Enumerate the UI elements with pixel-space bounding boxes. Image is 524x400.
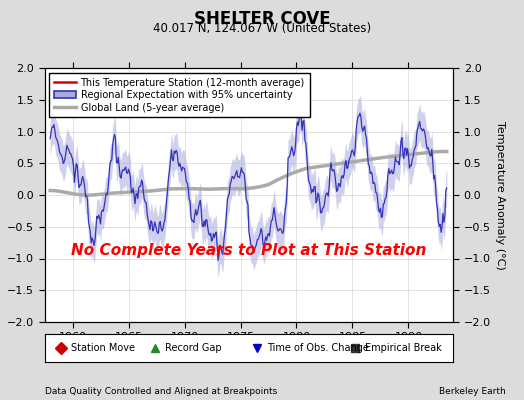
Text: Record Gap: Record Gap bbox=[165, 343, 222, 353]
Text: SHELTER COVE: SHELTER COVE bbox=[194, 10, 330, 28]
Text: No Complete Years to Plot at This Station: No Complete Years to Plot at This Statio… bbox=[71, 243, 427, 258]
Text: Empirical Break: Empirical Break bbox=[365, 343, 442, 353]
Legend: This Temperature Station (12-month average), Regional Expectation with 95% uncer: This Temperature Station (12-month avera… bbox=[49, 73, 310, 118]
Text: Berkeley Earth: Berkeley Earth bbox=[439, 387, 506, 396]
Y-axis label: Temperature Anomaly (°C): Temperature Anomaly (°C) bbox=[495, 121, 505, 269]
Text: Time of Obs. Change: Time of Obs. Change bbox=[267, 343, 369, 353]
Text: 40.017 N, 124.067 W (United States): 40.017 N, 124.067 W (United States) bbox=[153, 22, 371, 35]
Text: Station Move: Station Move bbox=[71, 343, 135, 353]
Text: Data Quality Controlled and Aligned at Breakpoints: Data Quality Controlled and Aligned at B… bbox=[45, 387, 277, 396]
